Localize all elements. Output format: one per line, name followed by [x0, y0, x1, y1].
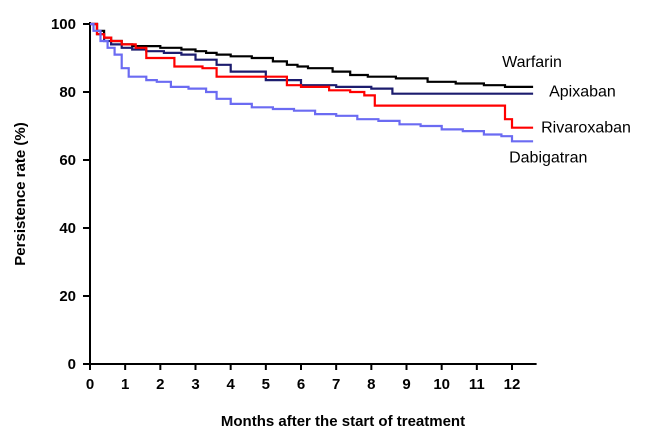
x-tick-label: 9	[402, 376, 410, 393]
series-line-dabigatran	[90, 22, 534, 143]
x-tick-label: 8	[367, 376, 375, 393]
x-tick-label: 11	[469, 376, 485, 393]
series-layer	[90, 22, 534, 143]
series-label-dabigatran: Dabigatran	[509, 149, 587, 166]
y-tick-label: 60	[59, 152, 76, 169]
series-line-rivaroxaban	[90, 22, 534, 129]
y-axis-title: Persistence rate (%)	[12, 122, 29, 265]
x-tick-label: 7	[332, 376, 340, 393]
y-tick-label: 20	[59, 288, 76, 305]
y-tick-label: 100	[51, 16, 76, 33]
axes	[89, 22, 537, 365]
x-tick-label: 5	[262, 376, 270, 393]
x-tick-label: 12	[504, 376, 521, 393]
x-tick-label: 2	[156, 376, 164, 393]
series-line-apixaban	[90, 22, 534, 95]
x-tick-label: 10	[433, 376, 450, 393]
y-tick-label: 0	[68, 356, 76, 373]
x-axis-title: Months after the start of treatment	[221, 413, 465, 429]
x-tick-label: 4	[226, 376, 235, 393]
series-labels: Warfarin Apixaban Rivaroxaban Dabigatran	[502, 54, 631, 166]
y-ticks: 0 20 40 60 80 100	[51, 16, 90, 373]
x-tick-label: 3	[191, 376, 199, 393]
series-label-warfarin: Warfarin	[502, 54, 562, 71]
series-label-apixaban: Apixaban	[549, 84, 616, 101]
series-line-warfarin	[90, 22, 534, 88]
y-tick-label: 40	[59, 220, 76, 237]
y-tick-label: 80	[59, 84, 76, 101]
x-tick-label: 1	[121, 376, 129, 393]
x-ticks: 0 1 2 3 4 5 6 7 8 9 10 11 12	[86, 364, 521, 393]
series-label-rivaroxaban: Rivaroxaban	[541, 120, 631, 137]
x-tick-label: 6	[297, 376, 305, 393]
x-tick-label: 0	[86, 376, 94, 393]
